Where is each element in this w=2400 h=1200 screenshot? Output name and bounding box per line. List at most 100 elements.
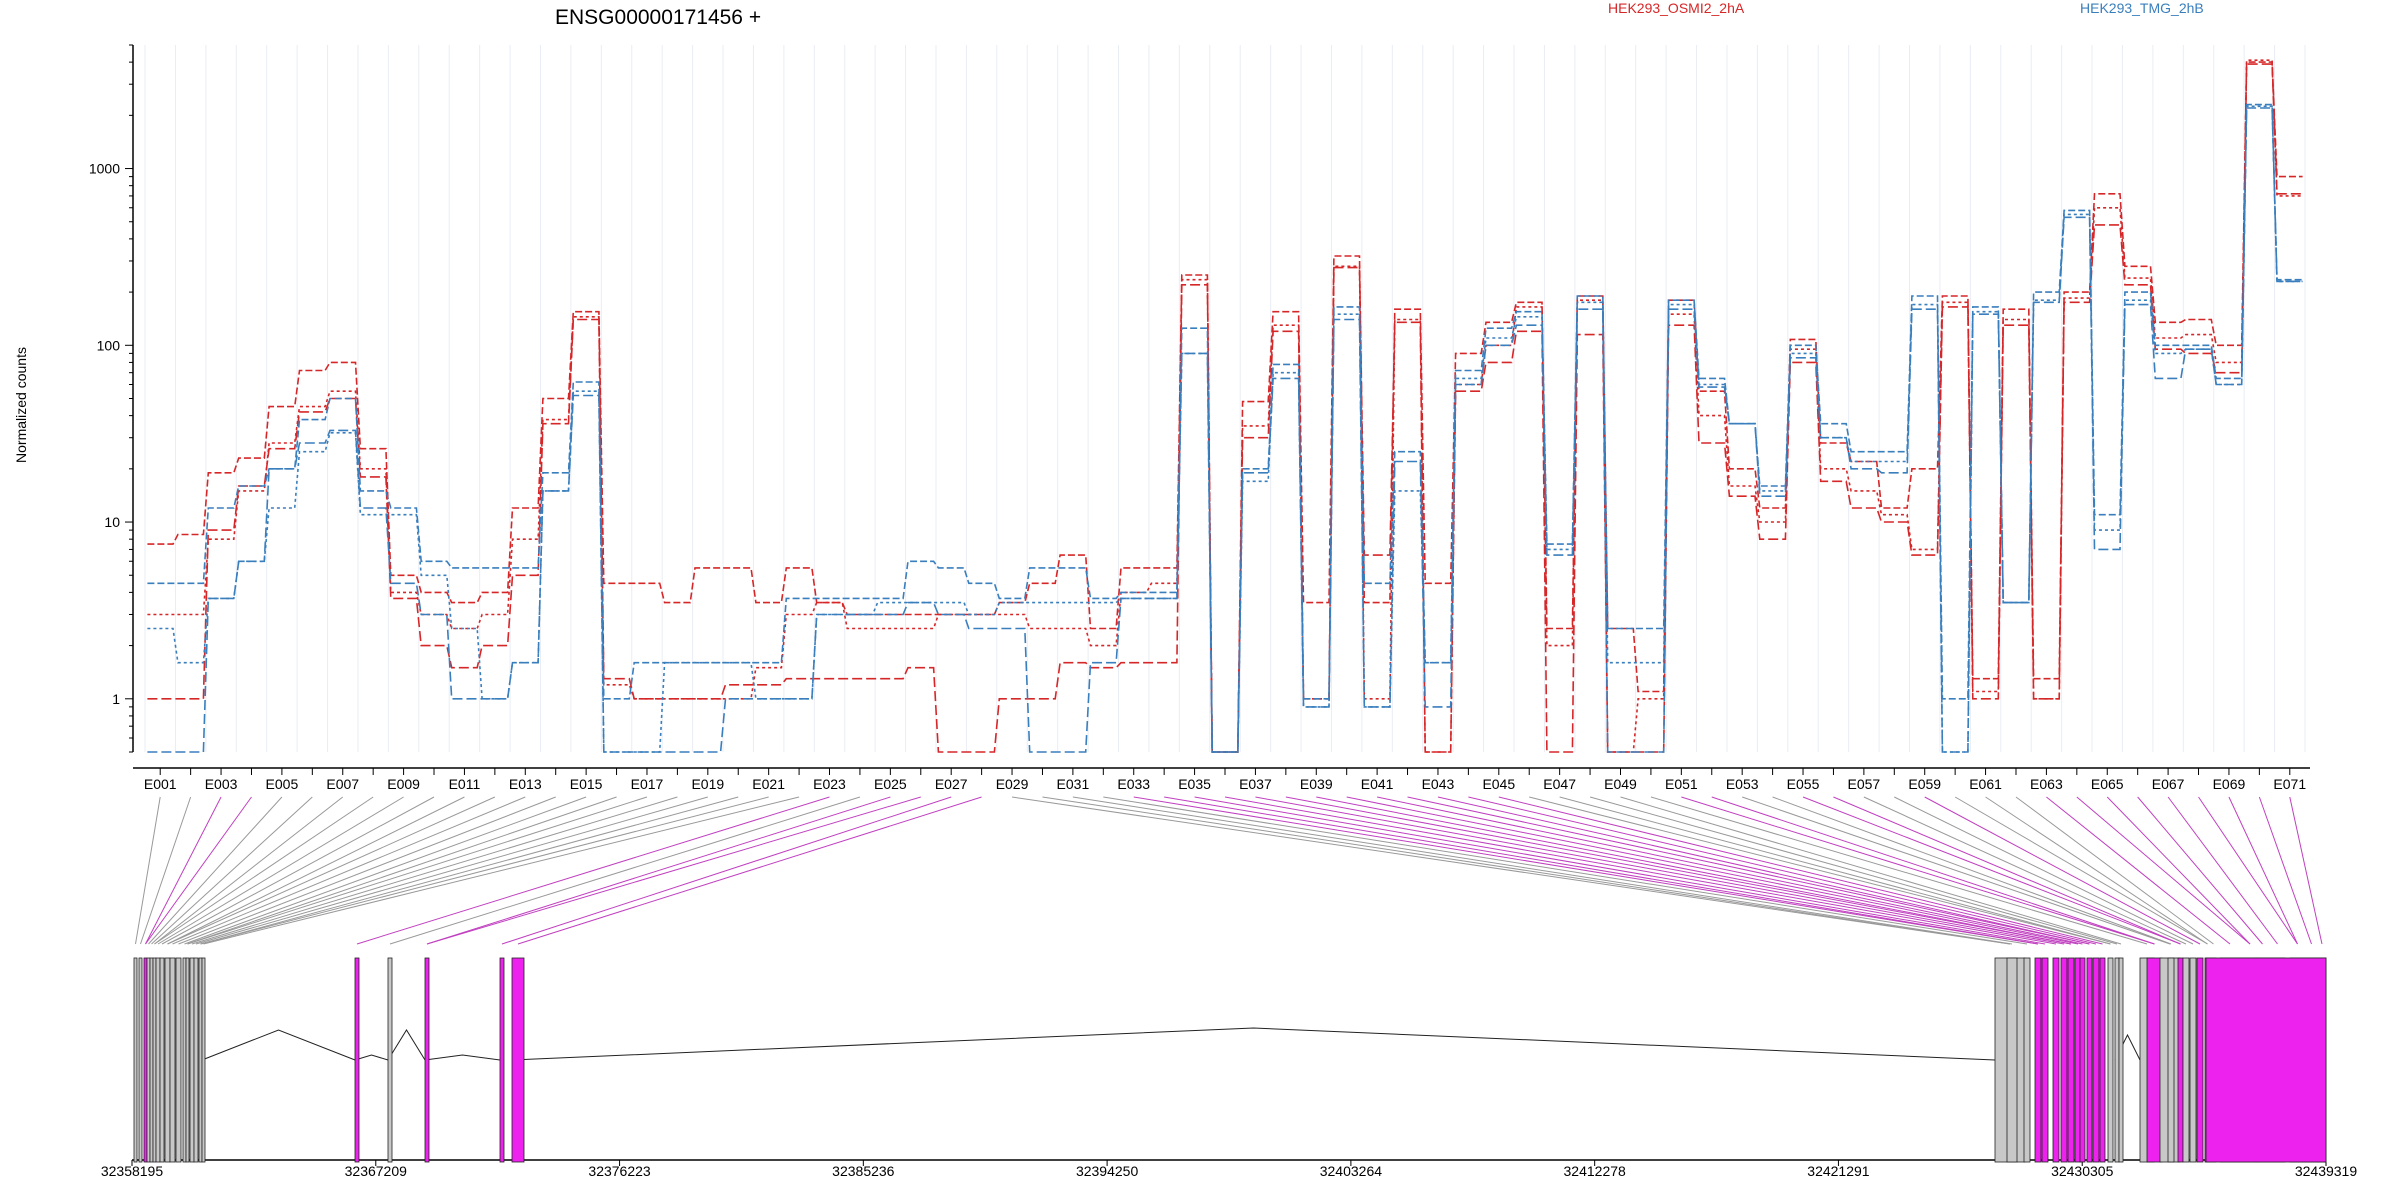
exon-connector (1468, 796, 2097, 945)
exon-box (149, 957, 154, 1163)
exon-box (193, 957, 199, 1163)
exon-connector (2289, 796, 2323, 945)
x-tick-label: E069 (2213, 776, 2246, 792)
exon-connector (154, 796, 344, 945)
x-tick-label: E057 (1848, 776, 1881, 792)
exon-connector (1772, 796, 2172, 945)
exon-connector (1042, 796, 2011, 945)
exon-box-tested (2092, 957, 2100, 1163)
genomic-tick-label: 32439319 (2295, 1163, 2358, 1179)
exon-connector (2258, 796, 2312, 945)
exon-box (2006, 957, 2018, 1163)
exon-connector (2137, 796, 2263, 945)
exon-box-tested (511, 957, 525, 1163)
exon-connector (1681, 796, 2155, 945)
exon-connector (1285, 796, 2072, 945)
exon-connector (1011, 796, 2011, 945)
exon-connector (389, 796, 861, 945)
exon-connector (178, 796, 556, 945)
exon-box-tested (2067, 957, 2075, 1163)
exon-connector (167, 796, 496, 945)
exon-box-tested (424, 957, 430, 1163)
exon-connector (1346, 796, 2079, 945)
exon-box (138, 957, 143, 1163)
x-tick-label: E033 (1117, 776, 1150, 792)
x-tick-label: E053 (1726, 776, 1759, 792)
y-tick-label: 1000 (89, 161, 120, 177)
exon-connector (1894, 796, 2194, 945)
exon-connector (2015, 796, 2214, 945)
exon-connector (2076, 796, 2251, 945)
exon-box (175, 957, 182, 1163)
exon-box-tested (354, 957, 360, 1163)
exon-connector (151, 796, 313, 945)
exon-box-tested (2196, 957, 2204, 1163)
exon-box (2189, 957, 2197, 1163)
x-tick-label: E025 (874, 776, 907, 792)
x-tick-label: E013 (509, 776, 542, 792)
exon-box (2114, 957, 2120, 1163)
x-tick-label: E059 (1908, 776, 1941, 792)
exon-box-tested (2034, 957, 2042, 1163)
x-tick-label: E029 (996, 776, 1029, 792)
exon-connector (2046, 796, 2231, 945)
exon-connector (1164, 796, 2039, 945)
series-line-HEK293_OSMI2_2hA-2 (147, 59, 2303, 753)
exon-box (133, 957, 138, 1163)
exon-connector (191, 796, 678, 945)
exon-connector (145, 796, 222, 945)
x-tick-label: E003 (205, 776, 238, 792)
exon-connector (1103, 796, 2028, 945)
exon-connector (1742, 796, 2171, 945)
exon-connector (157, 796, 404, 945)
exon-box (2023, 957, 2031, 1163)
exon-box (387, 957, 393, 1163)
x-tick-label: E005 (266, 776, 299, 792)
x-tick-label: E021 (752, 776, 785, 792)
chart-title: ENSG00000171456 + (555, 6, 761, 29)
exon-connector (1224, 796, 2057, 945)
exon-connector (187, 796, 617, 945)
exon-connector (1498, 796, 2103, 945)
series-line-HEK293_OSMI2_2hA-3 (147, 63, 2303, 753)
exon-connector (2228, 796, 2298, 945)
series-line-HEK293_OSMI2_2hA (147, 61, 2303, 753)
exon-connector (1377, 796, 2083, 945)
exon-box (189, 957, 195, 1163)
exon-connector (200, 796, 739, 945)
exon-box (152, 957, 157, 1163)
exon-connector (1589, 796, 2118, 945)
exon-connector (187, 796, 648, 945)
genomic-tick-label: 32421291 (1807, 1163, 1870, 1179)
exon-connector (1255, 796, 2065, 945)
x-tick-label: E043 (1422, 776, 1455, 792)
genomic-tick-label: 32385236 (832, 1163, 895, 1179)
exon-connector (1833, 796, 2181, 945)
exon-connector (517, 796, 982, 945)
exon-box (182, 957, 187, 1163)
exon-connector (1529, 796, 2111, 945)
exon-box (198, 957, 203, 1163)
exon-connector (1650, 796, 2148, 945)
x-tick-label: E035 (1178, 776, 1211, 792)
x-tick-label: E011 (449, 776, 481, 792)
x-tick-label: E031 (1057, 776, 1090, 792)
exon-box (159, 957, 165, 1163)
exon-connector (1559, 796, 2111, 945)
exon-connector (1316, 796, 2072, 945)
exon-box-tested (2041, 957, 2049, 1163)
x-tick-label: E041 (1361, 776, 1394, 792)
x-tick-label: E051 (1665, 776, 1698, 792)
x-tick-label: E023 (813, 776, 846, 792)
exon-block-utr (2205, 957, 2327, 1163)
intron-line (354, 1054, 389, 1061)
y-tick-label: 10 (104, 514, 120, 530)
exon-box-tested (2086, 957, 2093, 1163)
exon-connector (1954, 796, 2208, 945)
x-tick-label: E037 (1239, 776, 1272, 792)
genomic-tick-label: 32376223 (588, 1163, 651, 1179)
exon-connector (135, 796, 161, 945)
exon-connector (172, 796, 526, 945)
